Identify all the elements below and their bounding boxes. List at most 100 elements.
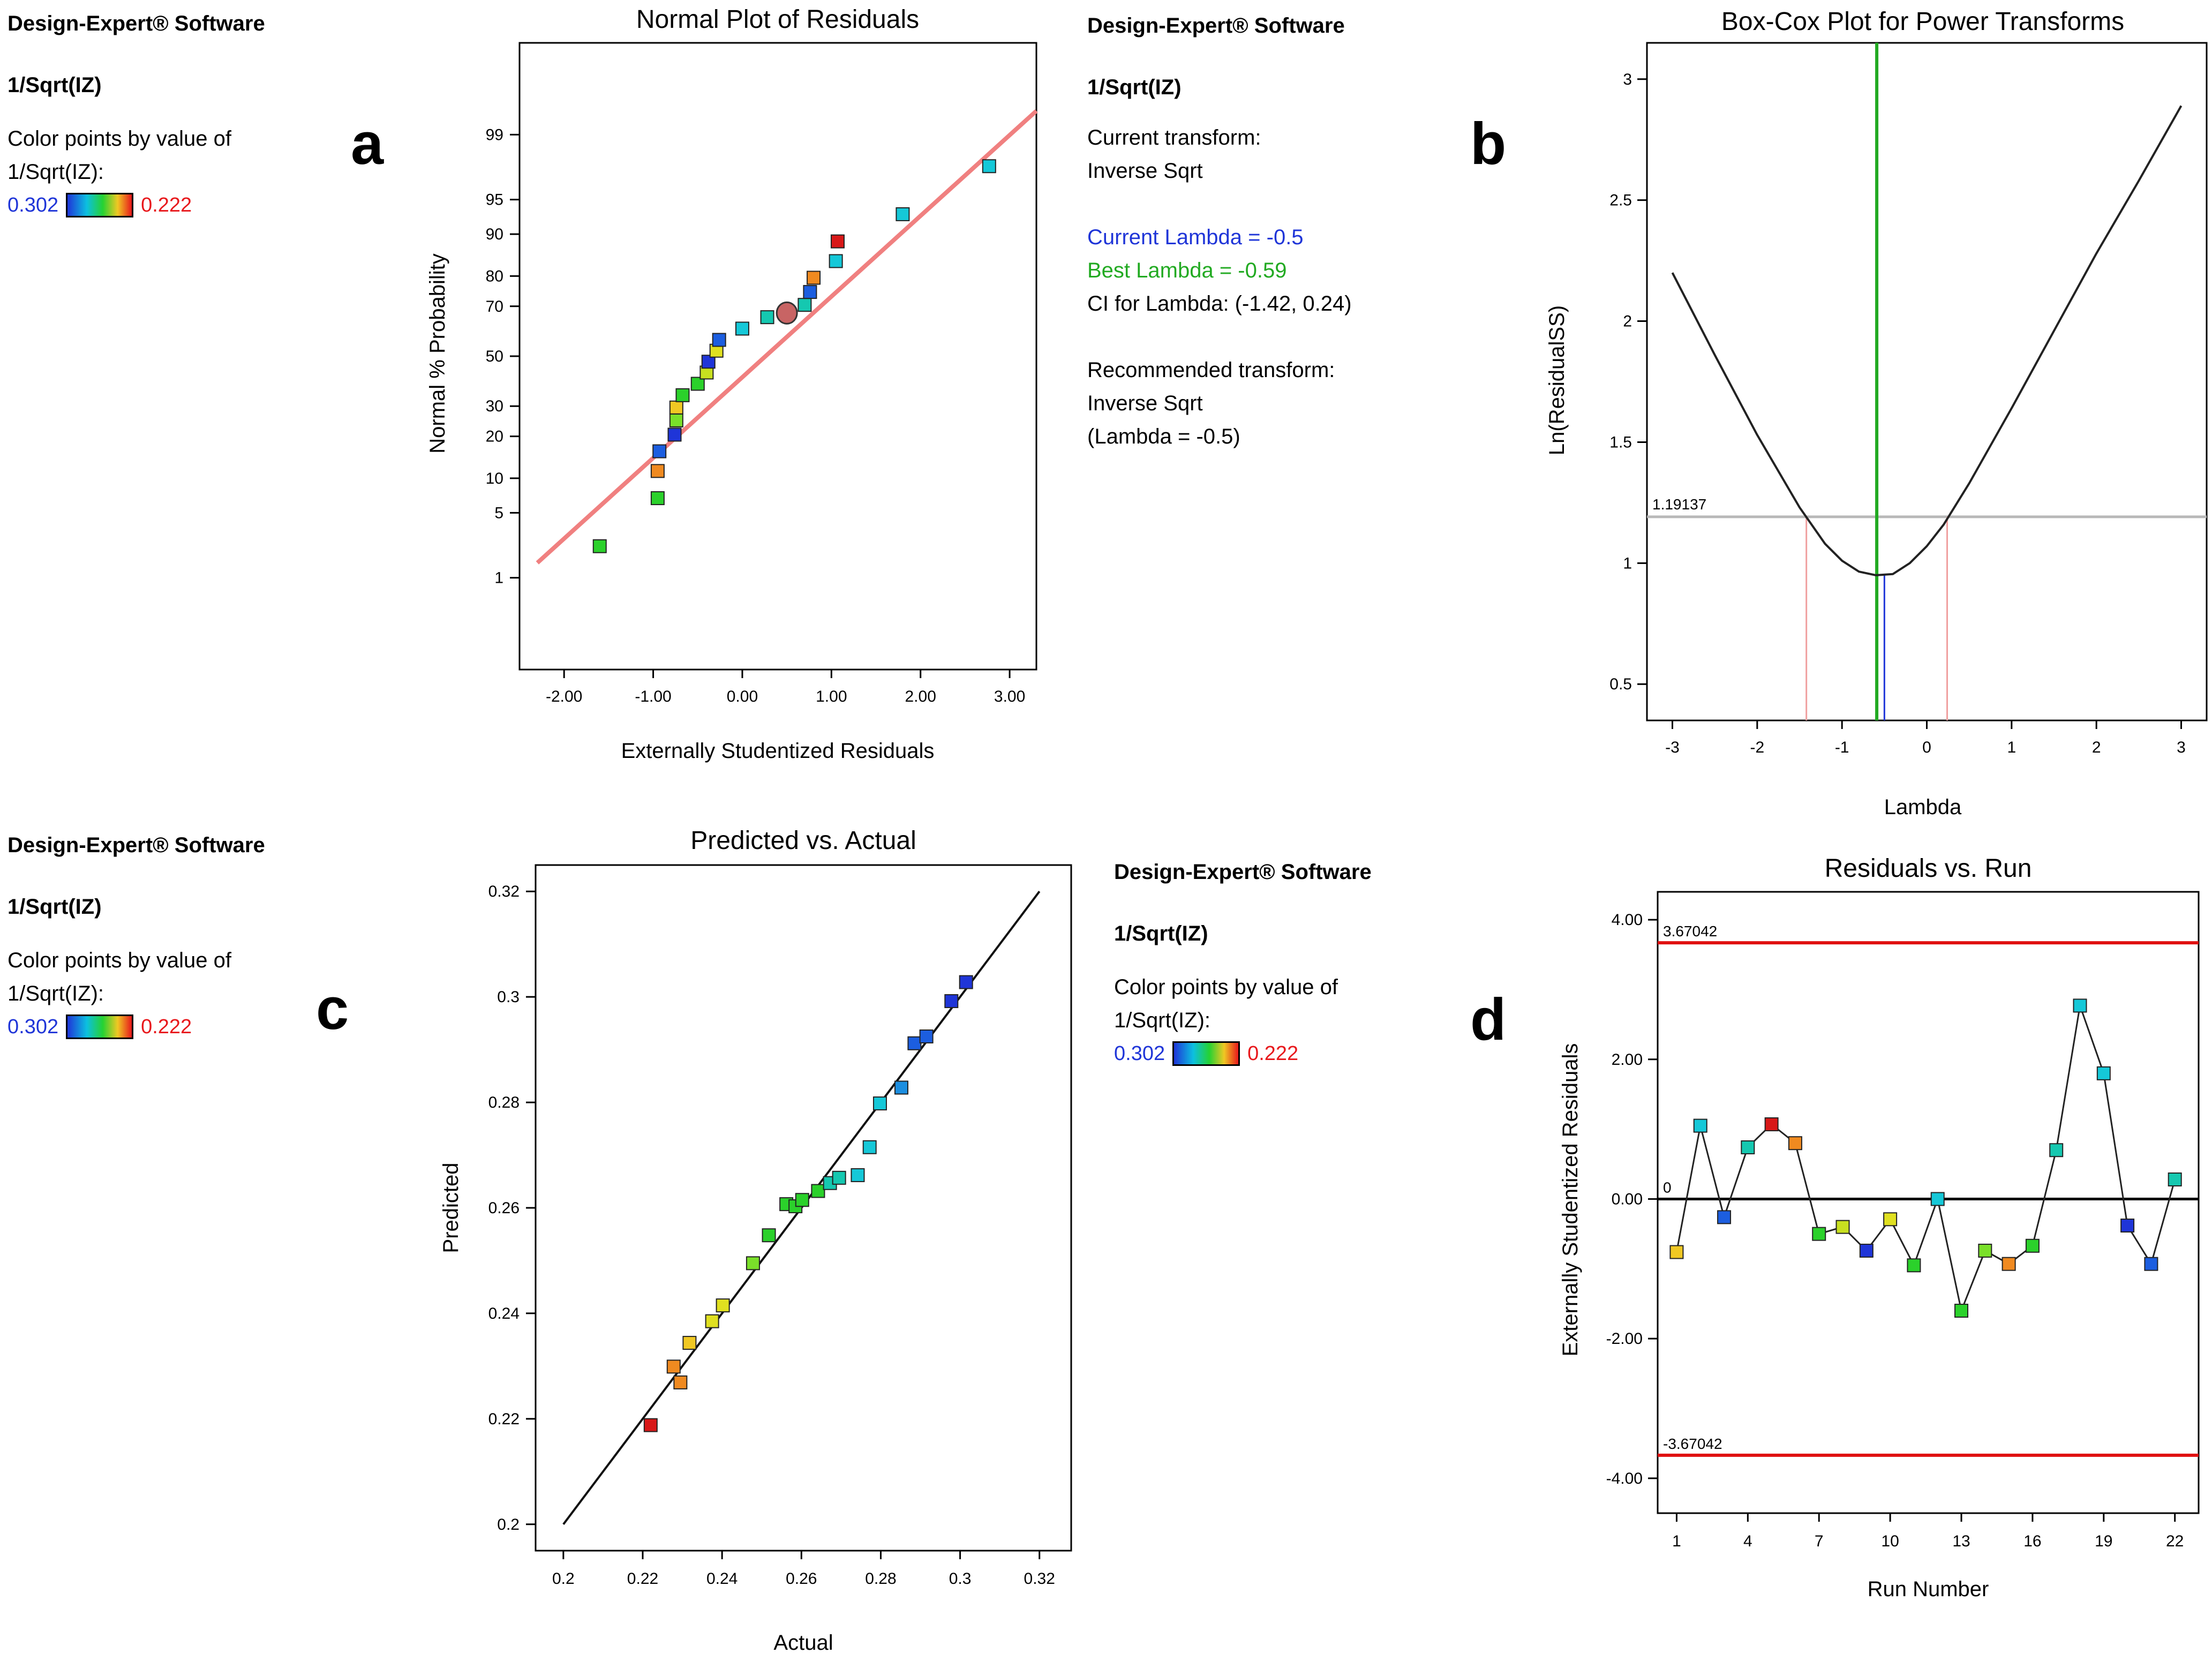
residuals-run-title: Residuals vs. Run xyxy=(1825,854,2032,883)
data-point xyxy=(735,321,749,336)
data-point xyxy=(2096,1066,2111,1080)
recommended-transform-label: Recommended transform: xyxy=(1087,358,1335,382)
current-transform-label: Current transform: xyxy=(1087,126,1261,149)
lower-limit-label: -3.67042 xyxy=(1663,1435,1722,1452)
data-point xyxy=(1717,1210,1732,1224)
data-point xyxy=(650,464,665,478)
x-tick-label: 0.00 xyxy=(727,688,758,705)
x-tick-label: 10 xyxy=(1881,1532,1899,1550)
color-legend: 0.302 0.222 xyxy=(7,1014,265,1039)
normal-plot-title: Normal Plot of Residuals xyxy=(636,5,919,34)
data-point xyxy=(762,1228,776,1243)
data-point xyxy=(1907,1258,1921,1273)
data-point xyxy=(982,159,996,174)
y-tick-label: 0.32 xyxy=(488,883,520,900)
color-legend: 0.302 0.222 xyxy=(1114,1041,1372,1066)
color-by-label: Color points by value of xyxy=(7,949,232,972)
data-point xyxy=(2120,1219,2135,1233)
y-tick-label: 90 xyxy=(486,226,503,243)
x-tick-label: 0.22 xyxy=(627,1570,658,1588)
color-by-label: Color points by value of xyxy=(1114,975,1338,999)
legend-high-value: 0.222 xyxy=(1247,1042,1299,1065)
panel-letter-c: c xyxy=(316,976,349,1042)
residuals-run-xlabel: Run Number xyxy=(1868,1577,1989,1601)
y-tick-label: 0.24 xyxy=(488,1305,520,1322)
data-point xyxy=(2073,998,2087,1013)
y-tick-label: 5 xyxy=(494,504,503,522)
data-point xyxy=(760,310,774,325)
data-point xyxy=(829,254,843,268)
data-point xyxy=(1669,1245,1684,1259)
residuals-run-ylabel: Externally Studentized Residuals xyxy=(1559,1043,1582,1357)
data-point xyxy=(666,1359,681,1374)
y-tick-label: 2.00 xyxy=(1612,1051,1643,1069)
x-tick-label: -2 xyxy=(1750,739,1764,756)
panel-c-info: Design-Expert® Software 1/Sqrt(IZ) Color… xyxy=(7,833,265,1039)
y-tick-label: -2.00 xyxy=(1606,1330,1643,1348)
y-tick-label: 2 xyxy=(1623,313,1632,330)
data-point xyxy=(1741,1140,1755,1155)
data-point xyxy=(2168,1172,2182,1186)
data-point xyxy=(1788,1136,1802,1151)
data-point xyxy=(811,1184,825,1198)
color-by-label: Color points by value of xyxy=(7,127,232,151)
x-tick-label: 2.00 xyxy=(905,688,936,705)
y-tick-label: 4.00 xyxy=(1612,911,1643,929)
data-point xyxy=(832,1170,846,1185)
y-tick-label: 0.00 xyxy=(1612,1190,1643,1208)
response-label: 1/Sqrt(IZ) xyxy=(1114,922,1208,945)
x-tick-label: 0.2 xyxy=(552,1570,575,1588)
y-tick-label: 0.22 xyxy=(488,1410,520,1428)
y-tick-label: 95 xyxy=(486,191,503,209)
x-tick-label: 19 xyxy=(2095,1532,2112,1550)
y-tick-label: 0.26 xyxy=(488,1199,520,1217)
data-point xyxy=(701,355,716,369)
software-label: Design-Expert® Software xyxy=(1087,14,1345,37)
data-point xyxy=(1978,1243,1992,1258)
data-point xyxy=(872,1096,887,1111)
data-point xyxy=(682,1336,697,1350)
y-tick-label: 0.3 xyxy=(497,988,520,1006)
data-point xyxy=(803,285,817,299)
y-tick-label: 2.5 xyxy=(1609,192,1632,209)
y-tick-label: 3 xyxy=(1623,71,1632,88)
legend-low-value: 0.302 xyxy=(7,1015,59,1038)
data-point xyxy=(944,994,959,1009)
data-point xyxy=(1883,1212,1898,1227)
boxcox-plot-title: Box-Cox Plot for Power Transforms xyxy=(1721,7,2124,36)
data-point xyxy=(673,1375,688,1389)
data-point xyxy=(907,1036,922,1050)
normal-plot-frame xyxy=(518,42,1037,671)
data-point xyxy=(716,1298,730,1313)
data-point xyxy=(592,539,607,553)
x-tick-label: -1.00 xyxy=(635,688,671,705)
x-tick-label: 3 xyxy=(2177,739,2186,756)
y-tick-label: 1.5 xyxy=(1609,433,1632,451)
data-point xyxy=(2049,1143,2064,1158)
x-tick-label: 7 xyxy=(1815,1532,1824,1550)
data-point xyxy=(894,1080,908,1095)
legend-low-value: 0.302 xyxy=(1114,1042,1165,1065)
data-point xyxy=(851,1168,865,1182)
y-tick-label: 50 xyxy=(486,348,503,365)
data-point xyxy=(675,388,690,402)
x-tick-label: 0.32 xyxy=(1024,1570,1055,1588)
x-tick-label: -1 xyxy=(1835,739,1849,756)
normal-plot-ylabel: Normal % Probability xyxy=(426,253,449,453)
data-point xyxy=(712,333,726,347)
boxcox-plot-chart: Box-Cox Plot for Power Transforms Lambda… xyxy=(1545,7,2208,819)
boxcox-plot-frame xyxy=(1646,42,2208,721)
legend-high-value: 0.222 xyxy=(141,193,192,216)
legend-gradient-bar xyxy=(66,1014,134,1039)
legend-high-value: 0.222 xyxy=(141,1015,192,1038)
panel-letter-d: d xyxy=(1470,987,1507,1053)
data-point xyxy=(2002,1257,2016,1271)
boxcox-plot-ylabel: Ln(ResidualSS) xyxy=(1545,305,1569,455)
y-tick-label: 10 xyxy=(486,470,503,487)
ci-lambda-text: CI for Lambda: (-1.42, 0.24) xyxy=(1087,292,1352,315)
x-tick-label: -3 xyxy=(1665,739,1680,756)
y-tick-label: 0.28 xyxy=(488,1094,520,1111)
data-point xyxy=(862,1140,877,1154)
ci-threshold-label: 1.19137 xyxy=(1652,496,1706,513)
predicted-actual-ylabel: Predicted xyxy=(439,1163,463,1253)
